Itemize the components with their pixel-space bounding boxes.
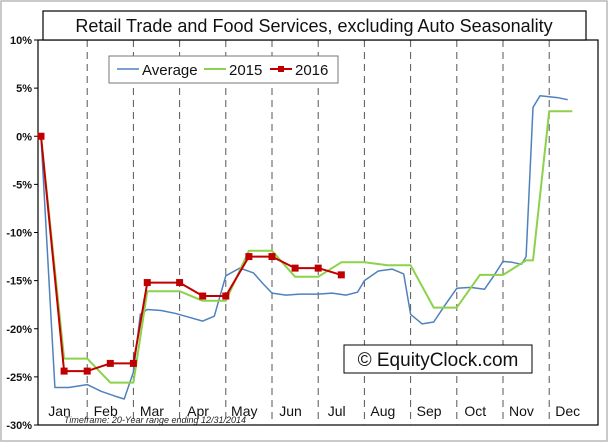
x-tick-label-nov: Nov xyxy=(509,403,534,419)
x-axis-ticks: Jan Feb Mar Apr May Jun Jul Aug Sep Oct Nov Dec xyxy=(48,403,580,419)
series-point-2016-3 xyxy=(106,359,114,367)
y-tick-label: 5% xyxy=(16,83,32,95)
y-tick-label: -15% xyxy=(6,276,32,288)
x-tick-label-jan: Jan xyxy=(48,403,71,419)
x-tick-label-sep: Sep xyxy=(417,403,442,419)
series-point-2016-10 xyxy=(268,253,276,261)
timeframe-footnote: Timeframe: 20-Year range ending 12/31/20… xyxy=(64,415,246,425)
series-line-2016 xyxy=(40,136,342,373)
title-box xyxy=(42,10,587,41)
legend-label-2015: 2015 xyxy=(229,62,262,79)
y-tick-label: -10% xyxy=(6,228,32,240)
watermark-text: © EquityClock.com xyxy=(358,350,519,371)
x-tick-label-mar: Mar xyxy=(140,403,164,419)
series-markers xyxy=(37,132,345,375)
legend-marker-2016 xyxy=(278,66,284,72)
y-axis-ticks: 10% 5% 0% -5% -10% -15% -20% -25% -30% xyxy=(6,35,38,432)
legend-label-2016: 2016 xyxy=(295,62,328,79)
legend-label-average: Average xyxy=(142,62,198,79)
series-point-2016-13 xyxy=(337,271,345,279)
series-point-2016-5 xyxy=(143,279,151,287)
y-tick-label: -5% xyxy=(12,179,32,191)
x-tick-label-apr: Apr xyxy=(187,403,209,419)
x-tick-label-feb: Feb xyxy=(94,403,118,419)
series-point-2016-2 xyxy=(83,367,91,375)
series-point-2016-4 xyxy=(129,359,137,367)
y-tick-label: -20% xyxy=(6,324,32,336)
series-point-2016-11 xyxy=(291,264,299,272)
series-point-2016-1 xyxy=(60,367,68,375)
watermark-box xyxy=(343,344,533,374)
x-tick-label-oct: Oct xyxy=(464,403,486,419)
series-point-2016-0 xyxy=(37,132,45,140)
series-point-2016-9 xyxy=(245,253,253,261)
y-tick-label: -30% xyxy=(6,420,32,432)
y-tick-label: 10% xyxy=(10,35,32,47)
x-tick-label-aug: Aug xyxy=(370,403,395,419)
chart-title: Retail Trade and Food Services, excludin… xyxy=(75,16,552,36)
series-point-2016-6 xyxy=(176,279,184,287)
x-tick-label-dec: Dec xyxy=(555,403,580,419)
legend: Average 2015 2016 xyxy=(108,55,339,84)
series-point-2016-8 xyxy=(222,292,230,300)
x-tick-label-may: May xyxy=(231,403,257,419)
series-point-2016-12 xyxy=(314,264,322,272)
y-tick-label: 0% xyxy=(16,131,32,143)
x-tick-label-jul: Jul xyxy=(328,403,346,419)
month-gridlines xyxy=(86,40,550,425)
series-point-2016-7 xyxy=(199,292,207,300)
y-tick-label: -25% xyxy=(6,372,32,384)
series-line-2015 xyxy=(40,110,573,384)
watermark: © EquityClock.com xyxy=(343,344,533,374)
x-tick-label-jun: Jun xyxy=(279,403,302,419)
series-lines xyxy=(40,95,573,400)
